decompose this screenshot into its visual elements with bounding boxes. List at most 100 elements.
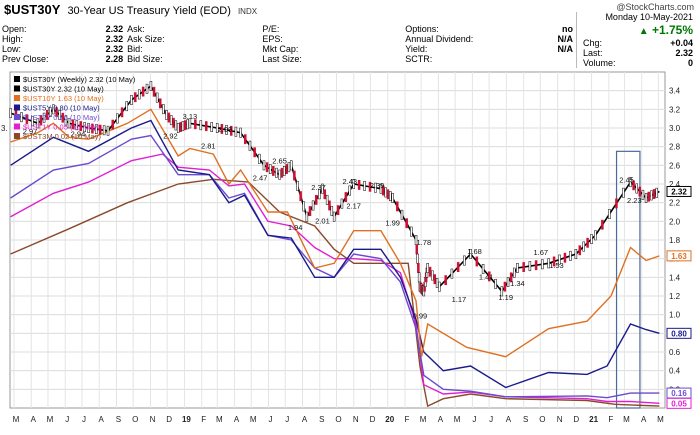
x-tick-label: D	[573, 415, 579, 424]
symbol-label: $UST30Y	[4, 2, 60, 17]
price-bar	[142, 87, 144, 96]
data-label: 2.99	[218, 125, 233, 134]
price-bar	[263, 161, 265, 170]
price-bar	[387, 190, 389, 199]
x-tick-label: J	[269, 415, 273, 424]
price-bar	[642, 190, 644, 199]
chart-title-line: $UST30Y 30-Year US Treasury Yield (EOD) …	[4, 2, 257, 17]
y-tick-label: 2.8	[669, 143, 681, 152]
quote-label: Bid Size:	[125, 54, 190, 64]
x-tick-label: N	[150, 415, 156, 424]
price-bar	[103, 126, 105, 135]
quote-value: 2.32	[65, 44, 125, 54]
legend-entry: $UST10Y 1.63 (10 May)	[23, 94, 104, 103]
data-label: 2.43	[342, 177, 357, 186]
change-percent-value: +1.75%	[652, 23, 693, 37]
quote-value: N/A	[515, 44, 575, 54]
price-bar	[648, 192, 650, 201]
quote-date: Monday 10-May-2021	[605, 12, 693, 22]
price-bar	[427, 263, 429, 272]
price-bar	[272, 166, 274, 175]
data-label: 1.34	[510, 279, 525, 288]
price-bar	[569, 251, 571, 260]
x-tick-label: O	[539, 415, 545, 424]
price-bar	[583, 242, 585, 251]
data-label: 0.99	[413, 312, 428, 321]
yield-chart: 0.20.40.60.81.01.21.41.61.82.02.22.42.62…	[0, 68, 700, 430]
quote-row: Low: 2.32 Bid: Mkt Cap: Yield: N/A	[0, 44, 575, 54]
price-bar	[112, 120, 114, 129]
data-label: 1.68	[467, 247, 482, 256]
price-bar	[516, 263, 518, 272]
price-bar	[564, 253, 566, 262]
price-bar	[513, 268, 515, 277]
x-tick-label: A	[641, 415, 647, 424]
quote-label: Annual Dividend:	[403, 34, 515, 44]
x-tick-label: J	[285, 415, 289, 424]
price-bar	[258, 154, 260, 163]
price-bar	[293, 171, 295, 180]
price-bar	[406, 219, 408, 228]
x-tick-label: M	[13, 415, 20, 424]
quote-row: High: 2.32 Ask Size: EPS: Annual Dividend: N/…	[0, 34, 575, 44]
price-bar	[451, 269, 453, 278]
summary-label: Chg:	[583, 38, 602, 48]
quote-value: 2.32	[65, 34, 125, 44]
x-tick-label: M	[454, 415, 461, 424]
data-label: 1.41	[479, 272, 494, 281]
legend-entry: $UST1Y 0.05 (10 May)	[23, 123, 100, 132]
quote-label: High:	[0, 34, 65, 44]
x-tick-label: F	[405, 415, 410, 424]
quote-value: 2.28	[65, 54, 125, 64]
price-bar	[175, 121, 177, 130]
price-bar	[315, 195, 317, 204]
last-value-label: 0.05	[671, 399, 687, 408]
summary-value: +0.04	[670, 38, 693, 48]
price-bar	[622, 188, 624, 197]
price-bar	[279, 170, 281, 179]
price-bar	[504, 282, 506, 291]
x-tick-label: A	[438, 415, 444, 424]
quote-value: 2.32	[65, 24, 125, 34]
price-bar	[300, 191, 302, 200]
price-bar	[476, 257, 478, 266]
legend-entry: $UST3M 0.02 (10 May)	[23, 132, 101, 141]
x-tick-label: J	[65, 415, 69, 424]
legend-swatch	[14, 76, 20, 82]
price-bar	[240, 128, 242, 137]
quote-value	[333, 54, 403, 64]
y-tick-label: 2.0	[669, 217, 681, 226]
price-bar	[286, 164, 288, 173]
data-label: 2.17	[346, 201, 361, 210]
price-bar	[107, 126, 109, 135]
price-bar	[608, 209, 610, 218]
quote-value	[333, 44, 403, 54]
data-label: 1.17	[452, 295, 467, 304]
summary-row: Volume: 0	[583, 58, 693, 68]
x-tick-label: M	[216, 415, 223, 424]
price-bar	[150, 81, 152, 90]
data-label: 1.99	[385, 218, 400, 227]
quote-label: Prev Close:	[0, 54, 65, 64]
price-bar	[615, 199, 617, 208]
price-bar	[594, 231, 596, 240]
price-bar	[194, 120, 196, 129]
price-bar	[575, 249, 577, 258]
data-label: 2.39	[370, 181, 385, 190]
legend-swatch	[14, 124, 20, 130]
price-bar	[349, 186, 351, 195]
summary-label: Last:	[583, 48, 603, 58]
price-bar	[601, 220, 603, 229]
x-tick-label: M	[623, 415, 630, 424]
x-tick-label: 20	[385, 415, 394, 424]
price-bar	[173, 118, 175, 127]
price-bar	[333, 212, 335, 221]
price-bar	[396, 202, 398, 211]
data-label: 2.65	[272, 157, 287, 166]
quote-label: Last Size:	[260, 54, 332, 64]
security-name: 30-Year US Treasury Yield (EOD)	[67, 5, 230, 17]
price-bar	[211, 122, 213, 131]
price-bar	[180, 122, 182, 131]
price-bar	[290, 161, 292, 170]
summary-label: Volume:	[583, 58, 616, 68]
